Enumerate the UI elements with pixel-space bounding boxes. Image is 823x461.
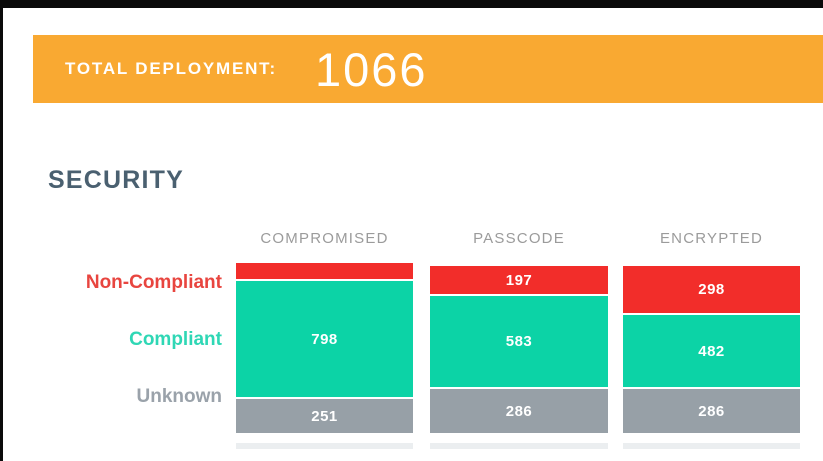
total-deployment-label: TOTAL DEPLOYMENT: xyxy=(65,59,277,78)
next-row-bar-hint xyxy=(236,443,413,449)
section-title-security: SECURITY xyxy=(48,166,185,194)
bar-segment-unknown[interactable]: 286 xyxy=(623,389,800,433)
bar-segment-compliant[interactable]: 482 xyxy=(623,315,800,387)
column-header-encrypted: ENCRYPTED xyxy=(659,229,764,247)
window-left-edge xyxy=(0,0,3,461)
row-label-non-compliant: Non-Compliant xyxy=(85,272,222,293)
column-header-passcode: PASSCODE xyxy=(473,229,565,247)
bar-segment-unknown[interactable]: 251 xyxy=(236,399,413,433)
row-label-compliant: Compliant xyxy=(129,329,222,350)
bar-segment-compliant[interactable]: 798 xyxy=(236,281,413,397)
total-deployment-value: 1066 xyxy=(314,42,428,96)
next-row-bar-hint xyxy=(430,443,608,449)
row-label-unknown: Unknown xyxy=(136,386,223,407)
bar-segment-non-compliant[interactable] xyxy=(236,263,413,279)
window-top-edge xyxy=(0,0,823,8)
bar-segment-unknown[interactable]: 286 xyxy=(430,389,608,433)
bar-segment-compliant[interactable]: 583 xyxy=(430,296,608,387)
column-header-compromised: COMPROMISED xyxy=(260,229,389,247)
next-row-bar-hint xyxy=(623,443,800,449)
total-deployment-banner: TOTAL DEPLOYMENT: 1066 xyxy=(33,35,823,103)
bar-segment-non-compliant[interactable]: 298 xyxy=(623,266,800,313)
bar-segment-non-compliant[interactable]: 197 xyxy=(430,266,608,294)
